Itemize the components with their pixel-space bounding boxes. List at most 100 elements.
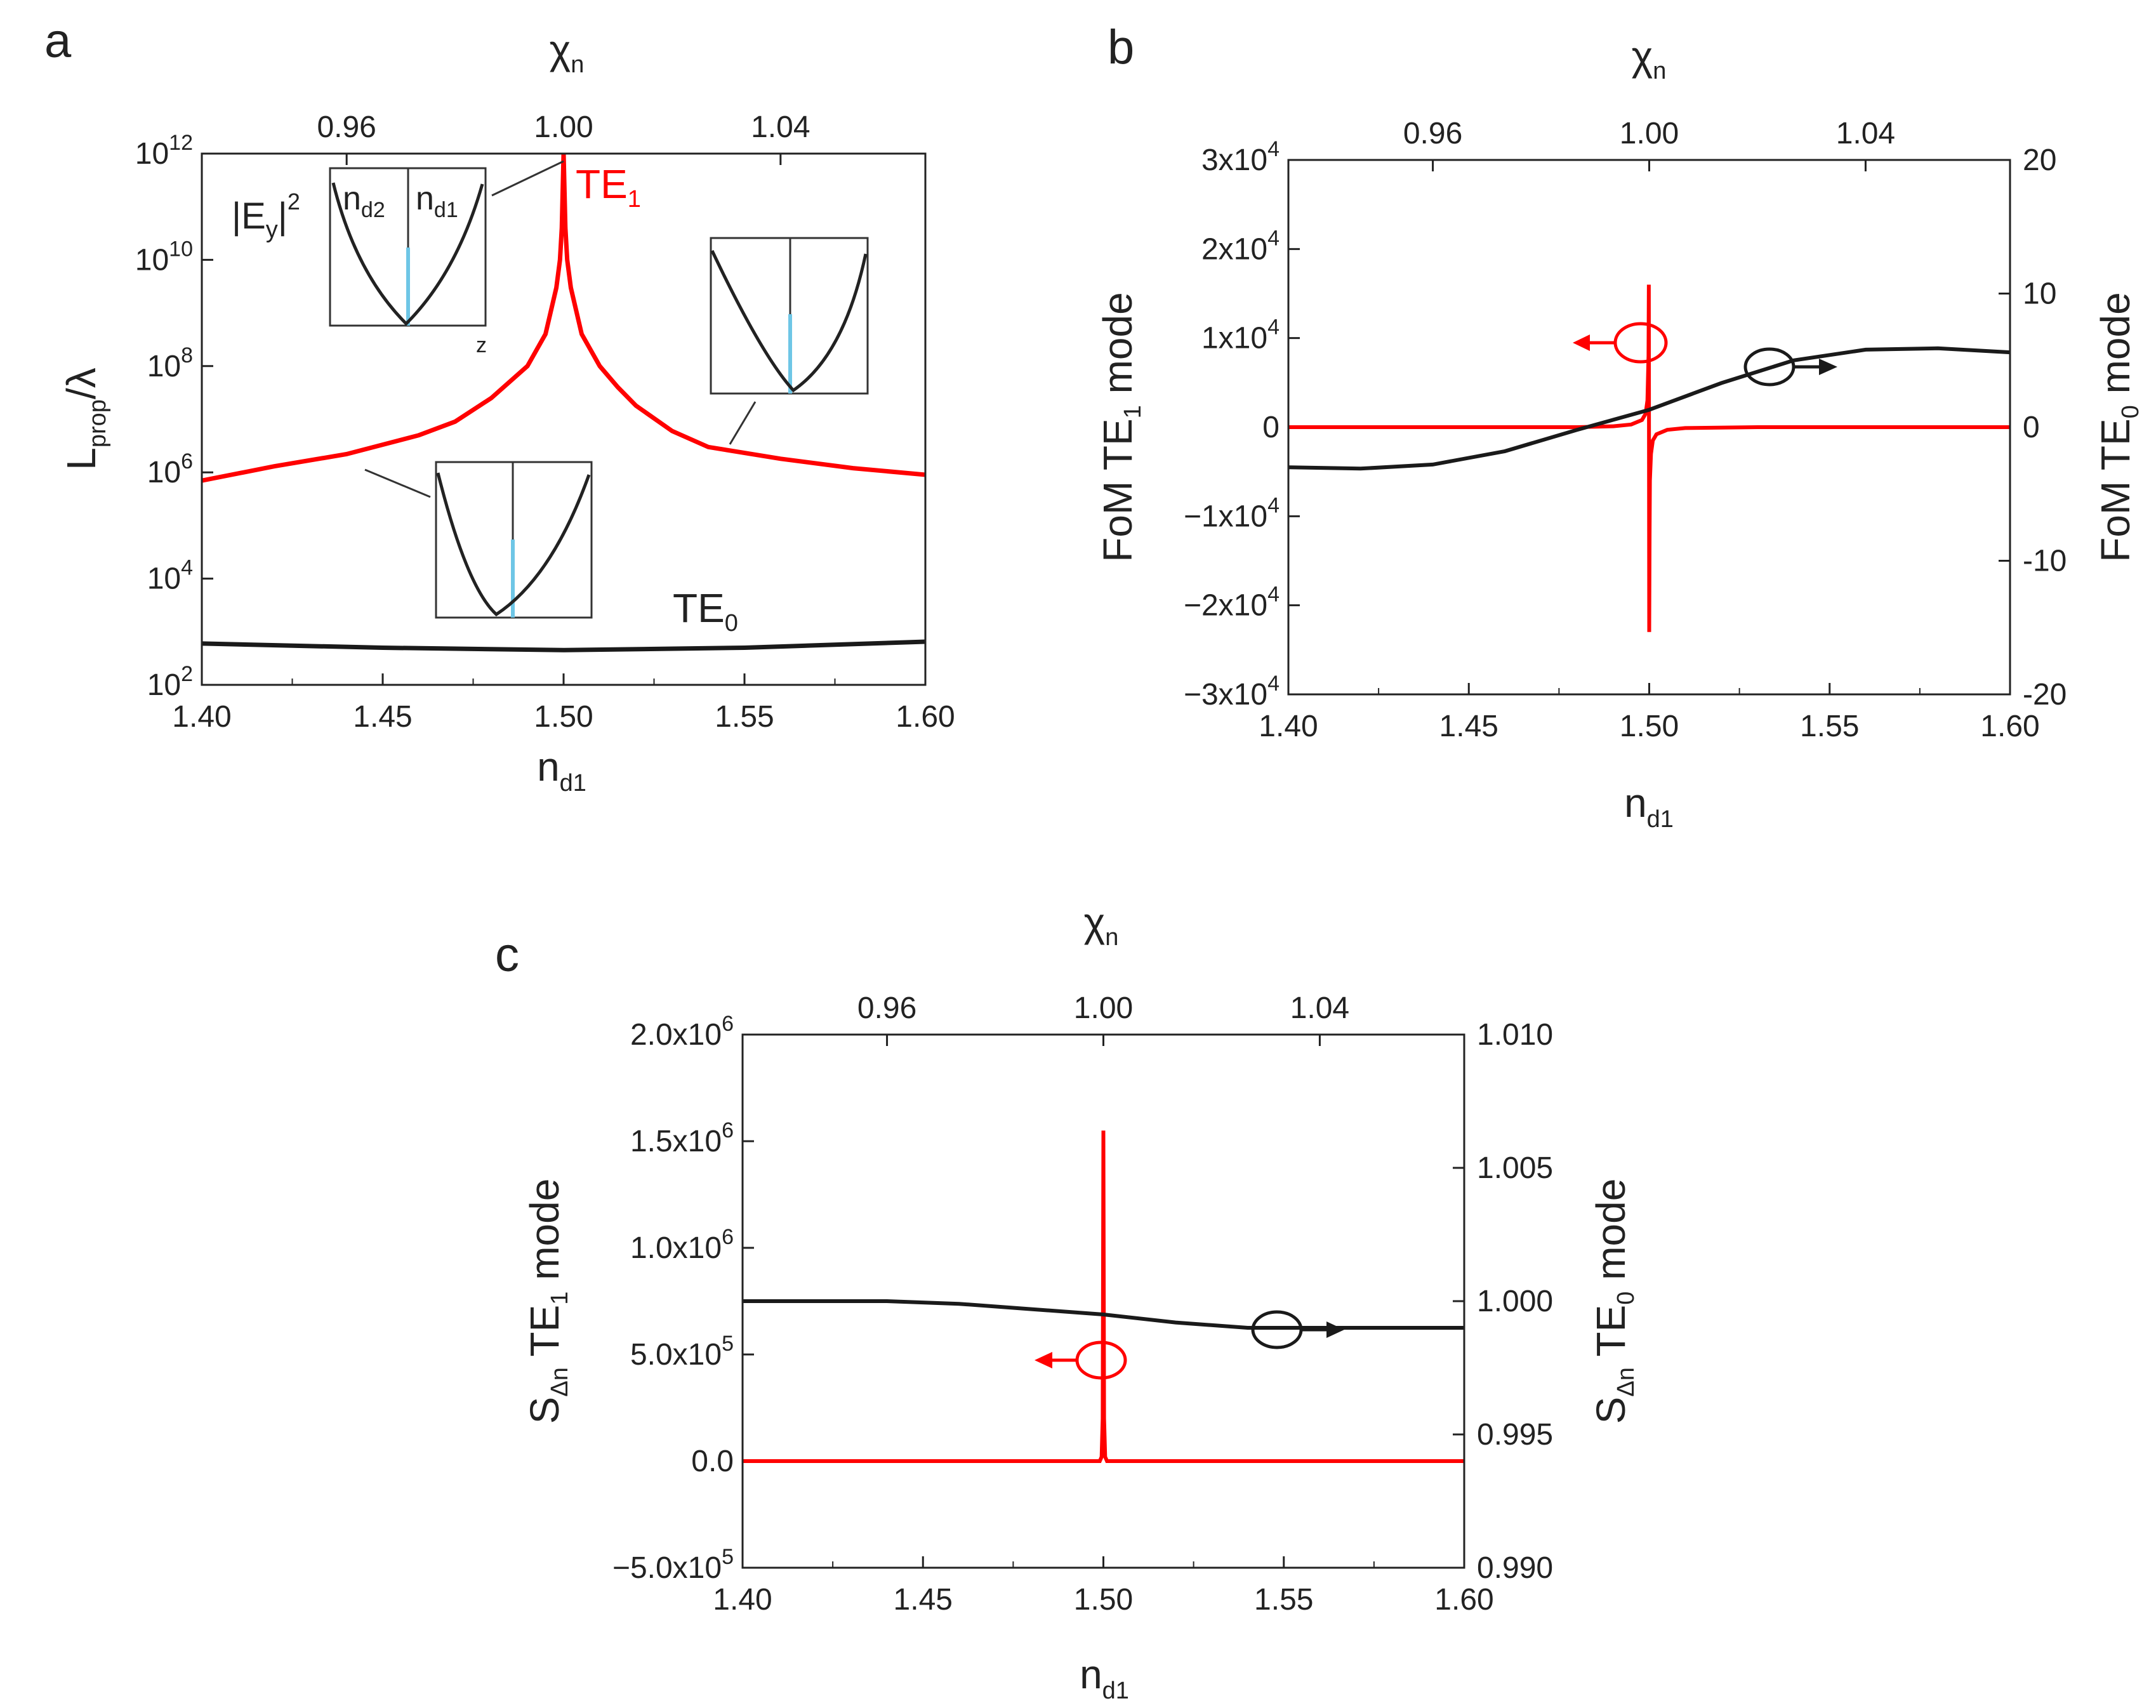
c-right-tick-tick-label: 0.995 bbox=[1477, 1418, 1553, 1452]
b-right-ylabel: FoM TE0 mode bbox=[2093, 292, 2144, 562]
b-top-xlabel: χn bbox=[1632, 33, 1667, 84]
b-xtick-tick-label: 1.50 bbox=[1620, 710, 1679, 743]
a-inset-field-label: |Ey|2 bbox=[232, 189, 300, 243]
a-xtick-tick-label: 1.50 bbox=[534, 700, 593, 734]
c-right-tick-tick-label: 1.005 bbox=[1477, 1151, 1553, 1185]
b-right-tick-tick-label: 0 bbox=[2023, 411, 2040, 444]
panel-a-label: a bbox=[44, 14, 72, 68]
b-left-arrow-icon bbox=[1573, 334, 1590, 351]
b-plot-frame bbox=[1287, 159, 2011, 696]
c-right-ylabel: SΔn TE0 mode bbox=[1588, 1179, 1639, 1424]
a-inset-1-pointer bbox=[491, 160, 564, 197]
b-left-tick-label: 0 bbox=[1262, 411, 1280, 444]
c-right-ticks: 0.990 0.995 1.000 1.005 1.010 bbox=[1453, 1018, 1553, 1585]
c-left-ticks: −5.0x105 0.0 5.0x105 1.0x106 1.5x106 2.0… bbox=[612, 1012, 754, 1585]
a-inset-z-label: z bbox=[476, 333, 487, 357]
b-series-fom-te0-line bbox=[1288, 346, 2011, 471]
c-left-axis-indicator bbox=[1035, 1341, 1127, 1380]
b-left-tick-label: 2x104 bbox=[1201, 226, 1280, 266]
b-left-tick-label: −1x104 bbox=[1184, 493, 1280, 533]
b-xtick-tick-label: 1.60 bbox=[1980, 710, 2039, 743]
b-right-tick-tick-label: 20 bbox=[2023, 143, 2056, 177]
a-inset-1-profile bbox=[331, 182, 484, 326]
b-top-ticks: 0.96 1.00 1.04 bbox=[1403, 117, 1895, 171]
panel-b: b χn 0.96 1.00 1.04 1.40 1.45 1.50 1.55 1.60 −… bbox=[1095, 20, 2144, 833]
c-toptick-tick-label: 1.00 bbox=[1074, 991, 1133, 1025]
c-left-tick-label: 5.0x105 bbox=[630, 1332, 734, 1372]
a-inset-3 bbox=[364, 461, 593, 619]
b-xtick-tick-label: 1.40 bbox=[1259, 710, 1318, 743]
a-te0-label: TE0 bbox=[673, 585, 738, 637]
a-toptick-tick-label: 0.96 bbox=[317, 110, 376, 144]
c-xtick-tick-label: 1.60 bbox=[1434, 1583, 1493, 1617]
c-left-arrow-icon bbox=[1035, 1352, 1052, 1368]
b-left-axis-indicator bbox=[1573, 322, 1668, 364]
c-xtick-tick-label: 1.55 bbox=[1254, 1583, 1313, 1617]
a-inset-3-pointer bbox=[364, 468, 431, 498]
a-toptick-tick-label: 1.04 bbox=[751, 110, 810, 144]
b-right-tick-tick-label: -10 bbox=[2023, 545, 2067, 578]
a-inset-1-layer bbox=[406, 248, 410, 326]
a-xtick-tick-label: 1.60 bbox=[896, 700, 955, 734]
b-left-tick-label: −3x104 bbox=[1184, 672, 1280, 712]
a-top-xlabel: χn bbox=[550, 27, 585, 78]
a-ylabel: Lprop/λ bbox=[58, 367, 111, 470]
b-left-tick-label: 1x104 bbox=[1201, 315, 1280, 355]
a-y-ticks: 102 104 106 108 1010 1012 bbox=[135, 131, 213, 702]
c-right-tick-tick-label: 1.010 bbox=[1477, 1018, 1553, 1052]
c-left-tick-label: 0.0 bbox=[691, 1445, 734, 1478]
c-top-xlabel: χn bbox=[1084, 899, 1119, 951]
b-left-ylabel: FoM TE1 mode bbox=[1095, 292, 1146, 562]
c-series-s-te1-line bbox=[743, 1130, 1464, 1463]
c-xlabel: nd1 bbox=[1080, 1652, 1129, 1704]
b-left-ticks: −3x104 −2x104 −1x104 0 1x104 2x104 3x104 bbox=[1184, 137, 1300, 712]
a-inset-2-layer bbox=[788, 314, 792, 394]
b-x-ticks: 1.40 1.45 1.50 1.55 1.60 bbox=[1259, 683, 2040, 743]
b-right-ticks: -20 -10 0 10 20 bbox=[1999, 143, 2067, 712]
a-series-te0-line bbox=[201, 639, 926, 652]
c-top-ticks: 0.96 1.00 1.04 bbox=[857, 991, 1349, 1046]
c-left-tick-label: 1.5x106 bbox=[630, 1118, 734, 1158]
panel-c: c χn 0.96 1.00 1.04 1.40 1.45 1.50 1.55 1.60 −… bbox=[495, 899, 1639, 1704]
b-xtick-tick-label: 1.55 bbox=[1800, 710, 1859, 743]
a-inset-2-pointer bbox=[729, 401, 757, 445]
a-inset-2 bbox=[710, 237, 869, 445]
b-toptick-tick-label: 1.00 bbox=[1620, 117, 1679, 150]
c-right-tick-tick-label: 0.990 bbox=[1477, 1551, 1553, 1585]
c-series-s-te0-line bbox=[743, 1299, 1464, 1330]
a-xlabel: nd1 bbox=[537, 744, 586, 797]
b-xlabel: nd1 bbox=[1624, 780, 1674, 833]
a-inset-1: |Ey|2 nd2 nd1 z bbox=[232, 160, 564, 357]
b-right-tick-tick-label: -20 bbox=[2023, 678, 2067, 712]
a-xtick-tick-label: 1.45 bbox=[353, 700, 412, 734]
panel-b-label: b bbox=[1108, 20, 1134, 74]
c-xtick-tick-label: 1.40 bbox=[713, 1583, 772, 1617]
c-left-tick-label: 2.0x106 bbox=[630, 1012, 734, 1052]
b-xtick-tick-label: 1.45 bbox=[1439, 710, 1498, 743]
b-right-tick-tick-label: 10 bbox=[2023, 277, 2056, 311]
b-toptick-tick-label: 1.04 bbox=[1836, 117, 1895, 150]
a-ytick-label: 106 bbox=[147, 449, 193, 489]
a-inset-layer-left: nd2 bbox=[343, 180, 385, 222]
c-toptick-tick-label: 0.96 bbox=[857, 991, 916, 1025]
a-xtick-tick-label: 1.40 bbox=[172, 700, 231, 734]
c-right-arrow-icon bbox=[1326, 1321, 1344, 1338]
panel-a: a χn 0.96 1.00 1.04 1.40 1.45 1.50 1.55 1.60 1… bbox=[44, 14, 955, 797]
a-xtick-tick-label: 1.55 bbox=[715, 700, 774, 734]
c-toptick-tick-label: 1.04 bbox=[1290, 991, 1349, 1025]
c-left-tick-label: −5.0x105 bbox=[612, 1545, 734, 1585]
a-te1-label: TE1 bbox=[576, 161, 641, 213]
c-left-tick-label: 1.0x106 bbox=[630, 1225, 734, 1265]
c-x-ticks: 1.40 1.45 1.50 1.55 1.60 bbox=[713, 1556, 1494, 1617]
b-series-fom-te1-line bbox=[1288, 284, 2010, 632]
a-inset-layer-right: nd1 bbox=[416, 180, 458, 222]
a-ytick-label: 1012 bbox=[135, 131, 193, 171]
a-x-ticks: 1.40 1.45 1.50 1.55 1.60 bbox=[172, 673, 955, 734]
b-toptick-tick-label: 0.96 bbox=[1403, 117, 1462, 150]
c-xtick-tick-label: 1.50 bbox=[1074, 1583, 1133, 1617]
c-xtick-tick-label: 1.45 bbox=[894, 1583, 953, 1617]
a-toptick-tick-label: 1.00 bbox=[534, 110, 593, 144]
a-plot-frame bbox=[201, 152, 927, 686]
panel-c-label: c bbox=[495, 928, 519, 982]
